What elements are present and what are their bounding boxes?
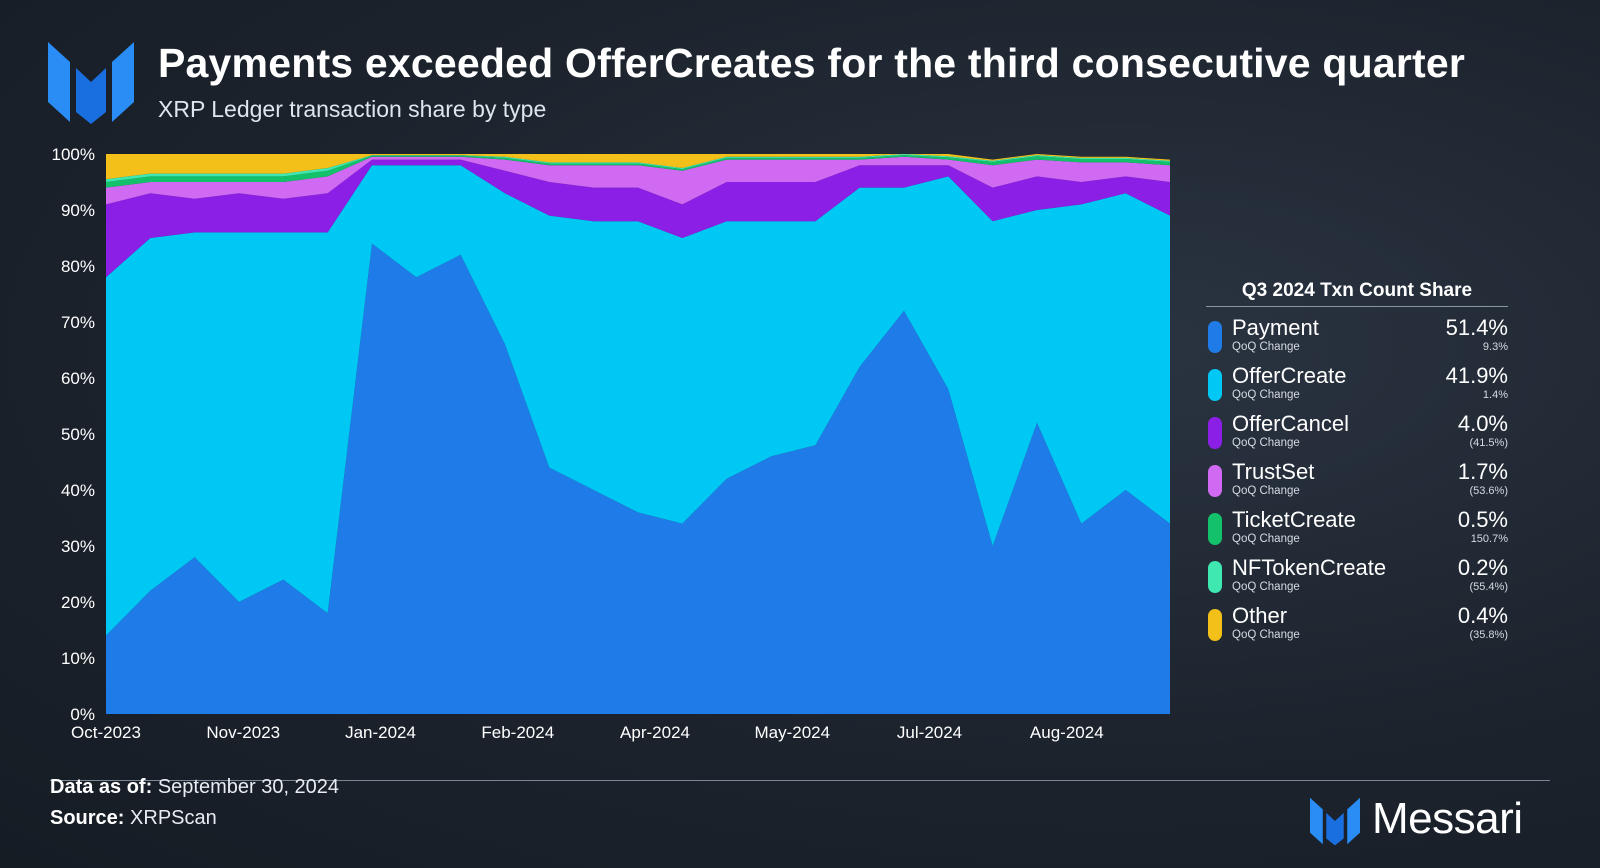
legend-item-nftokencreate: NFTokenCreate QoQ Change 0.2% (55.4%) bbox=[1206, 551, 1508, 599]
legend-name: OfferCreate bbox=[1232, 363, 1347, 388]
legend-value: 41.9% bbox=[1445, 363, 1508, 388]
source-value: XRPScan bbox=[130, 807, 217, 829]
messari-brand-icon bbox=[1310, 797, 1360, 846]
series-area-trustset bbox=[106, 156, 1170, 205]
x-tick-label: Feb-2024 bbox=[481, 723, 554, 742]
legend-name: TrustSet bbox=[1232, 459, 1315, 484]
series-area-payment bbox=[106, 243, 1170, 714]
legend-name: OfferCancel bbox=[1232, 411, 1349, 436]
legend-swatch bbox=[1208, 465, 1222, 497]
data-as-of: Data as of: September 30, 2024 bbox=[50, 776, 339, 799]
legend-name: NFTokenCreate bbox=[1232, 555, 1387, 580]
legend-value: 51.4% bbox=[1445, 315, 1508, 340]
legend-swatch bbox=[1208, 513, 1222, 545]
page-title: Payments exceeded OfferCreates for the t… bbox=[158, 40, 1466, 86]
x-tick-label: Aug-2024 bbox=[1030, 723, 1104, 742]
footer-divider bbox=[50, 780, 1550, 781]
series-area-offercancel bbox=[106, 159, 1170, 278]
series-area-offercreate bbox=[106, 165, 1170, 636]
legend-value: 1.7% bbox=[1457, 459, 1508, 484]
x-tick-label: Nov-2023 bbox=[206, 723, 280, 742]
legend-value: 0.5% bbox=[1457, 507, 1508, 532]
y-tick-label: 20% bbox=[61, 593, 95, 612]
legend-swatch bbox=[1208, 369, 1222, 401]
legend-change: 1.4% bbox=[1482, 389, 1508, 401]
series-area-nftokencreate bbox=[106, 154, 1170, 182]
legend-sub: QoQ Change bbox=[1232, 389, 1300, 401]
y-tick-label: 70% bbox=[61, 313, 95, 332]
legend: Q3 2024 Txn Count Share Payment QoQ Chang… bbox=[1206, 280, 1508, 647]
legend-sub: QoQ Change bbox=[1232, 629, 1300, 641]
legend-swatch bbox=[1208, 561, 1222, 593]
legend-swatch bbox=[1208, 609, 1222, 641]
data-as-of-value: September 30, 2024 bbox=[157, 776, 340, 798]
legend-change: (55.4%) bbox=[1469, 581, 1508, 593]
legend-value: 4.0% bbox=[1457, 411, 1508, 436]
x-tick-label: Oct-2023 bbox=[71, 723, 141, 742]
y-tick-label: 0% bbox=[70, 705, 95, 724]
series-area-other bbox=[106, 154, 1170, 180]
legend-item-trustset: TrustSet QoQ Change 1.7% (53.6%) bbox=[1206, 455, 1508, 503]
legend-name: Other bbox=[1232, 603, 1288, 628]
messari-logo-icon bbox=[48, 42, 134, 124]
source-label: Source: bbox=[50, 807, 125, 829]
stacked-area-chart: 0% 10% 20% 30% 40% 50% 60% 70% 80% 90% 100% Oct-202… bbox=[52, 145, 1170, 742]
legend-value: 0.4% bbox=[1457, 603, 1508, 628]
legend-sub: QoQ Change bbox=[1232, 533, 1300, 545]
y-tick-label: 50% bbox=[61, 425, 95, 444]
source: Source: XRPScan bbox=[50, 807, 217, 830]
legend-change: 150.7% bbox=[1470, 533, 1508, 545]
legend-item-offercancel: OfferCancel QoQ Change 4.0% (41.5%) bbox=[1206, 407, 1508, 455]
legend-change: 9.3% bbox=[1482, 341, 1508, 353]
legend-item-other: Other QoQ Change 0.4% (35.8%) bbox=[1206, 599, 1508, 647]
data-as-of-label: Data as of: bbox=[50, 776, 153, 798]
legend-change: (35.8%) bbox=[1469, 629, 1508, 641]
legend-swatch bbox=[1208, 417, 1222, 449]
y-tick-label: 60% bbox=[61, 369, 95, 388]
x-tick-label: Jan-2024 bbox=[345, 723, 416, 742]
legend-title: Q3 2024 Txn Count Share bbox=[1206, 280, 1508, 307]
legend-sub: QoQ Change bbox=[1232, 437, 1300, 449]
brand: Messari bbox=[1310, 794, 1550, 846]
legend-swatch bbox=[1208, 321, 1222, 353]
y-tick-label: 30% bbox=[61, 537, 95, 556]
series-area-ticketcreate bbox=[106, 155, 1170, 188]
legend-item-payment: Payment QoQ Change 51.4% 9.3% bbox=[1206, 311, 1508, 359]
legend-item-offercreate: OfferCreate QoQ Change 41.9% 1.4% bbox=[1206, 359, 1508, 407]
y-tick-label: 40% bbox=[61, 481, 95, 500]
x-tick-label: Jul-2024 bbox=[897, 723, 962, 742]
y-tick-label: 90% bbox=[61, 201, 95, 220]
legend-change: (41.5%) bbox=[1469, 437, 1508, 449]
brand-name: Messari bbox=[1372, 794, 1523, 843]
legend-name: TicketCreate bbox=[1232, 507, 1356, 532]
legend-sub: QoQ Change bbox=[1232, 581, 1300, 593]
legend-name: Payment bbox=[1232, 315, 1319, 340]
legend-item-ticketcreate: TicketCreate QoQ Change 0.5% 150.7% bbox=[1206, 503, 1508, 551]
y-tick-label: 10% bbox=[61, 649, 95, 668]
legend-value: 0.2% bbox=[1457, 555, 1508, 580]
legend-change: (53.6%) bbox=[1469, 485, 1508, 497]
legend-sub: QoQ Change bbox=[1232, 341, 1300, 353]
x-tick-label: Apr-2024 bbox=[620, 723, 690, 742]
page-subtitle: XRP Ledger transaction share by type bbox=[158, 96, 547, 122]
legend-sub: QoQ Change bbox=[1232, 485, 1300, 497]
y-tick-label: 100% bbox=[52, 145, 95, 164]
y-tick-label: 80% bbox=[61, 257, 95, 276]
x-tick-label: May-2024 bbox=[754, 723, 830, 742]
